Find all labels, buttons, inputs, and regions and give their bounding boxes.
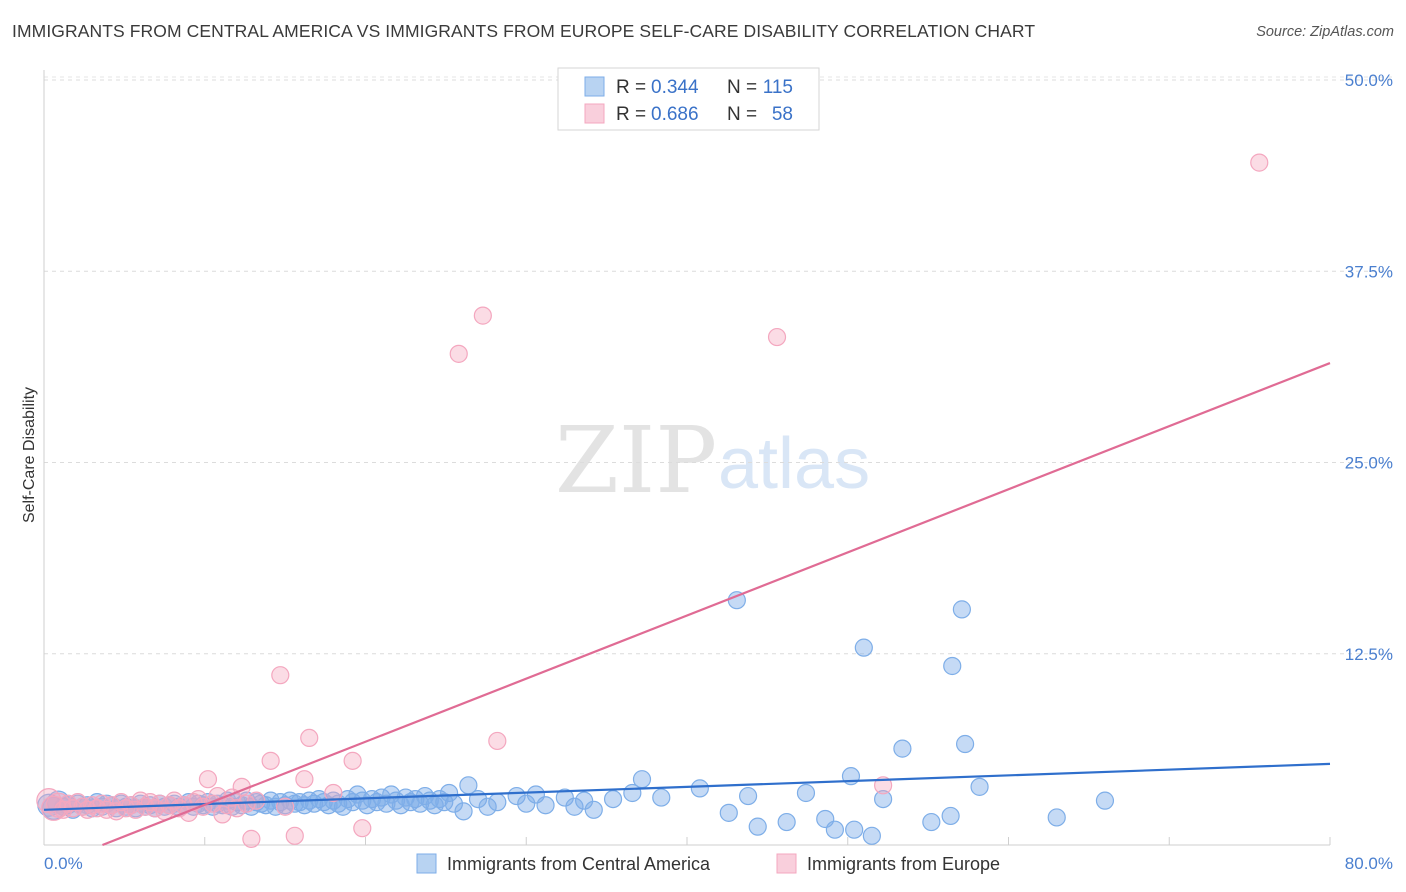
data-point	[874, 789, 893, 809]
data-point	[825, 820, 844, 839]
legend-swatch	[584, 103, 605, 124]
data-point	[295, 770, 314, 789]
data-point	[1047, 808, 1066, 827]
watermark: ZIP atlas	[555, 407, 870, 514]
bottom-legend-swatch	[776, 853, 797, 874]
data-point	[300, 728, 319, 748]
data-point	[449, 344, 468, 363]
data-point	[285, 826, 304, 845]
watermark-zip: ZIP	[555, 407, 717, 514]
data-point	[955, 734, 975, 754]
y-tick-label: 50.0%	[1345, 71, 1393, 90]
source-note: Source: ZipAtlas.com	[1256, 24, 1394, 40]
data-point	[555, 788, 574, 807]
data-point	[862, 826, 881, 845]
data-point	[488, 731, 507, 751]
data-point	[242, 829, 261, 848]
legend-n-label: N =	[727, 104, 757, 125]
tick-labels: 12.5% 25.0% 37.5% 50.0% 0.0% 80.0%	[44, 71, 1393, 873]
data-point	[271, 666, 290, 685]
y-axis-label: Self-Care Disability	[21, 387, 38, 523]
data-point	[517, 794, 536, 813]
legend-n-label: N =	[727, 77, 757, 98]
data-point	[767, 327, 787, 347]
data-point	[632, 770, 652, 789]
trend-line-europe	[102, 362, 1331, 847]
data-point	[488, 793, 507, 812]
data-point	[261, 751, 280, 770]
data-point	[943, 656, 962, 676]
data-point	[922, 812, 941, 832]
data-point	[584, 800, 603, 819]
trend-line-central-america	[43, 762, 1331, 811]
data-point	[1250, 153, 1269, 172]
legend-r-value: 0.344	[651, 77, 699, 98]
data-point	[324, 783, 343, 803]
y-tick-label: 25.0%	[1345, 454, 1393, 473]
data-point	[738, 786, 758, 806]
data-point	[198, 770, 218, 789]
y-tick-label: 12.5%	[1345, 645, 1393, 664]
data-point	[478, 797, 497, 816]
data-point	[536, 796, 555, 815]
legend-r-value: 0.686	[651, 104, 699, 125]
data-point	[454, 802, 473, 821]
legend: R = 0.344 N = 115 R = 0.686 N = 58	[557, 67, 820, 131]
legend-n-value: 115	[763, 77, 793, 98]
data-point	[970, 777, 989, 796]
bottom-legend: Immigrants from Central America Immigrant…	[416, 853, 1000, 874]
gridlines	[44, 76, 1395, 655]
data-point	[777, 812, 796, 832]
axes	[43, 70, 1331, 846]
data-point	[353, 819, 372, 838]
legend-swatch	[584, 76, 605, 97]
data-point	[1095, 791, 1115, 810]
data-point	[719, 803, 738, 822]
data-point	[603, 789, 623, 809]
data-point	[748, 817, 767, 836]
data-point	[565, 797, 584, 816]
data-point	[796, 783, 816, 803]
bottom-legend-swatch	[416, 853, 437, 874]
bottom-legend-label: Immigrants from Central America	[447, 854, 711, 874]
data-point	[575, 791, 594, 810]
bottom-legend-label: Immigrants from Europe	[807, 854, 1000, 874]
watermark-atlas: atlas	[718, 424, 870, 504]
legend-r-label: R =	[616, 104, 646, 125]
data-point	[276, 797, 295, 816]
y-tick-label: 37.5%	[1345, 262, 1393, 281]
data-point	[893, 739, 912, 758]
data-point	[952, 600, 971, 619]
data-point	[845, 820, 864, 839]
trend-lines	[43, 362, 1331, 847]
legend-n-value: 58	[772, 104, 793, 125]
series-points-europe	[36, 153, 1269, 848]
data-point	[941, 806, 960, 826]
chart-title: IMMIGRANTS FROM CENTRAL AMERICA VS IMMIG…	[12, 21, 1036, 41]
x-tick-label: 0.0%	[44, 854, 83, 873]
data-point	[343, 751, 362, 770]
data-point	[854, 638, 873, 657]
data-point	[247, 791, 266, 810]
data-point	[690, 779, 709, 798]
data-point	[652, 788, 671, 807]
legend-r-label: R =	[616, 77, 646, 98]
data-point	[439, 783, 459, 803]
x-tick-label: 80.0%	[1345, 854, 1393, 873]
data-point	[473, 306, 492, 325]
